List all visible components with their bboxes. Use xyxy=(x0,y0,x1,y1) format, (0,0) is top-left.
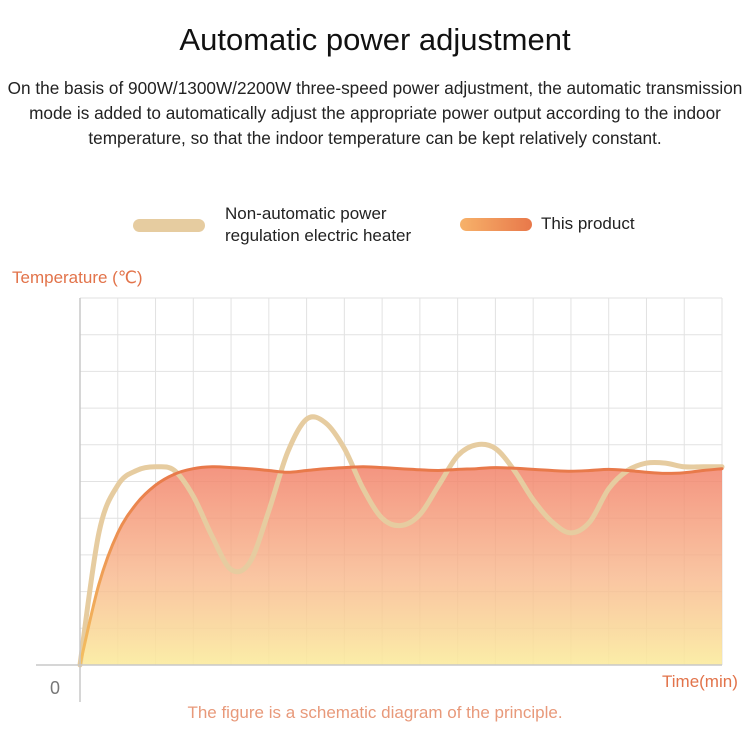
legend-item-product: This product xyxy=(460,213,635,235)
series-line-non-auto xyxy=(77,414,725,668)
series-line-product xyxy=(78,465,724,667)
figure-caption: The figure is a schematic diagram of the… xyxy=(187,703,563,722)
legend-label-product: This product xyxy=(541,214,635,233)
legend-item-non-auto: Non-automatic power regulation electric … xyxy=(133,203,440,247)
legend-label-non-auto: Non-automatic power regulation electric … xyxy=(225,204,412,245)
legend-swatch-non-auto xyxy=(133,218,205,232)
origin-label: 0 xyxy=(50,678,61,698)
page-title: Automatic power adjustment xyxy=(179,22,571,57)
legend-swatch-product xyxy=(460,217,532,231)
page-description: On the basis of 900W/1300W/2200W three-s… xyxy=(7,78,743,148)
product-area xyxy=(80,466,722,665)
y-axis-label: Temperature (℃) xyxy=(12,268,143,287)
x-axis-label: Time(min) xyxy=(662,672,738,691)
